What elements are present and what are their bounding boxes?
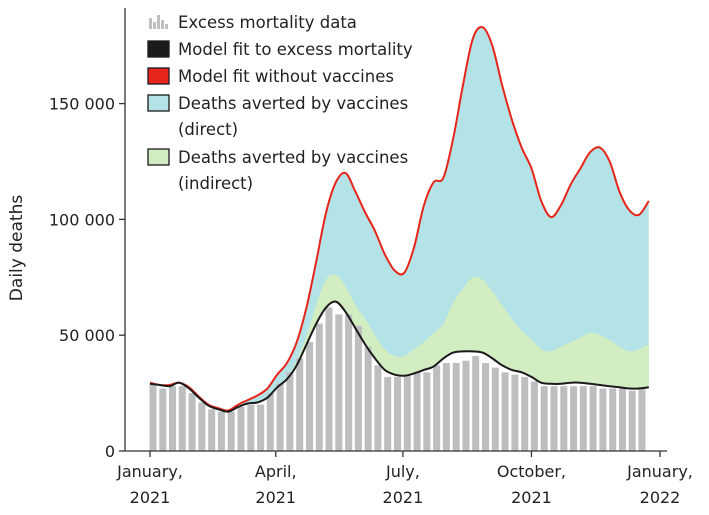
x-tick-label: July, bbox=[385, 462, 420, 481]
excess-mortality-bar bbox=[296, 358, 304, 451]
excess-mortality-bar bbox=[374, 365, 382, 451]
excess-mortality-bar bbox=[501, 372, 509, 451]
legend-swatch-indirect bbox=[147, 148, 170, 166]
excess-mortality-bar bbox=[609, 388, 617, 451]
legend-label: Deaths averted by vaccines bbox=[178, 94, 408, 113]
excess-mortality-bar bbox=[198, 402, 206, 451]
legend-bars-swatch bbox=[165, 24, 168, 29]
excess-mortality-bar bbox=[286, 372, 294, 451]
legend-bars-swatch bbox=[149, 18, 152, 29]
x-tick-label-year: 2021 bbox=[255, 488, 296, 507]
excess-mortality-bar bbox=[394, 376, 401, 451]
legend-swatch-direct bbox=[147, 94, 170, 112]
excess-mortality-bar bbox=[178, 386, 186, 451]
excess-mortality-bar bbox=[423, 372, 431, 451]
excess-mortality-bar bbox=[579, 386, 587, 451]
excess-mortality-bar bbox=[237, 407, 245, 451]
excess-mortality-bar bbox=[560, 386, 568, 451]
excess-mortality-bar bbox=[570, 386, 578, 451]
y-tick-label: 0 bbox=[105, 442, 115, 461]
x-tick-label: January, bbox=[626, 462, 693, 481]
excess-mortality-bars-layer bbox=[149, 307, 646, 451]
excess-mortality-bar bbox=[325, 307, 333, 451]
x-tick-label: April, bbox=[255, 462, 297, 481]
legend-bars-swatch bbox=[161, 20, 164, 29]
excess-mortality-bar bbox=[550, 386, 558, 451]
excess-mortality-bar bbox=[217, 411, 225, 451]
excess-mortality-bar bbox=[462, 360, 470, 451]
model-fit-line bbox=[149, 300, 649, 413]
model-lines-layer bbox=[149, 25, 650, 413]
excess-mortality-bar bbox=[540, 386, 548, 451]
excess-mortality-bar bbox=[149, 383, 157, 451]
excess-mortality-bar bbox=[227, 411, 235, 451]
direct-averted-area bbox=[150, 26, 649, 412]
legend-label: Deaths averted by vaccines bbox=[178, 148, 408, 167]
excess-mortality-bar bbox=[345, 314, 353, 451]
excess-mortality-bar bbox=[482, 363, 489, 451]
excess-mortality-bar bbox=[169, 386, 176, 451]
excess-mortality-bar bbox=[433, 365, 441, 451]
legend-label: Excess mortality data bbox=[178, 13, 357, 32]
excess-mortality-bar bbox=[619, 388, 626, 451]
excess-mortality-bar bbox=[638, 388, 646, 451]
y-tick-label: 50 000 bbox=[59, 326, 115, 345]
legend-label: Model fit without vaccines bbox=[178, 67, 394, 86]
excess-mortality-bar bbox=[521, 376, 529, 451]
legend-bars-swatch bbox=[153, 22, 156, 29]
excess-mortality-bar bbox=[335, 314, 343, 451]
excess-mortality-bar bbox=[354, 325, 362, 451]
excess-mortality-bar bbox=[315, 323, 323, 451]
excess-mortality-bar bbox=[511, 374, 519, 451]
y-tick-label: 150 000 bbox=[49, 95, 115, 114]
indirect-averted-area bbox=[267, 274, 649, 398]
excess-mortality-bar bbox=[452, 363, 460, 451]
legend-label: Model fit to excess mortality bbox=[178, 40, 413, 59]
excess-mortality-bar bbox=[472, 356, 480, 451]
excess-mortality-bar bbox=[403, 374, 411, 451]
excess-mortality-bar bbox=[628, 390, 636, 451]
x-tick-label-year: 2022 bbox=[640, 488, 681, 507]
excess-mortality-bar bbox=[247, 404, 255, 451]
excess-mortality-bar bbox=[384, 376, 392, 451]
legend-swatch-fit bbox=[147, 40, 170, 58]
excess-mortality-bar bbox=[413, 372, 421, 451]
excess-mortality-bar bbox=[266, 393, 274, 451]
excess-mortality-bar bbox=[589, 386, 597, 451]
direct-averted-area-layer bbox=[150, 26, 649, 412]
x-tick-label: January, bbox=[116, 462, 183, 481]
x-tick-label-year: 2021 bbox=[130, 488, 171, 507]
model-fit-without-vaccines-line bbox=[149, 25, 650, 412]
excess-mortality-bar bbox=[276, 383, 284, 451]
x-tick-label-year: 2021 bbox=[511, 488, 552, 507]
excess-mortality-bar bbox=[442, 363, 450, 451]
excess-mortality-bar bbox=[208, 409, 216, 451]
excess-mortality-bar bbox=[491, 367, 499, 451]
excess-mortality-bar bbox=[306, 342, 313, 451]
y-tick-label: 100 000 bbox=[49, 210, 115, 229]
excess-mortality-bar bbox=[159, 388, 167, 451]
legend-label-line2: (direct) bbox=[178, 120, 238, 139]
excess-mortality-bar bbox=[530, 381, 538, 451]
x-tick-label-year: 2021 bbox=[383, 488, 424, 507]
indirect-averted-area-layer bbox=[267, 274, 649, 398]
legend-label-line2: (indirect) bbox=[178, 174, 253, 193]
excess-mortality-bar bbox=[599, 388, 607, 451]
legend-bars-swatch bbox=[157, 15, 160, 29]
legend-swatch-novax bbox=[147, 67, 170, 85]
axes-layer: 0 50 000 100 000 150 000 January, 2021 April, 2… bbox=[49, 8, 693, 507]
legend: Excess mortality data Model fit to excess… bbox=[147, 13, 413, 193]
x-tick-label: October, bbox=[497, 462, 566, 481]
excess-mortality-bar bbox=[188, 393, 196, 451]
y-axis-title: Daily deaths bbox=[7, 195, 27, 302]
excess-mortality-bar bbox=[364, 346, 372, 451]
excess-mortality-bar bbox=[257, 404, 265, 451]
